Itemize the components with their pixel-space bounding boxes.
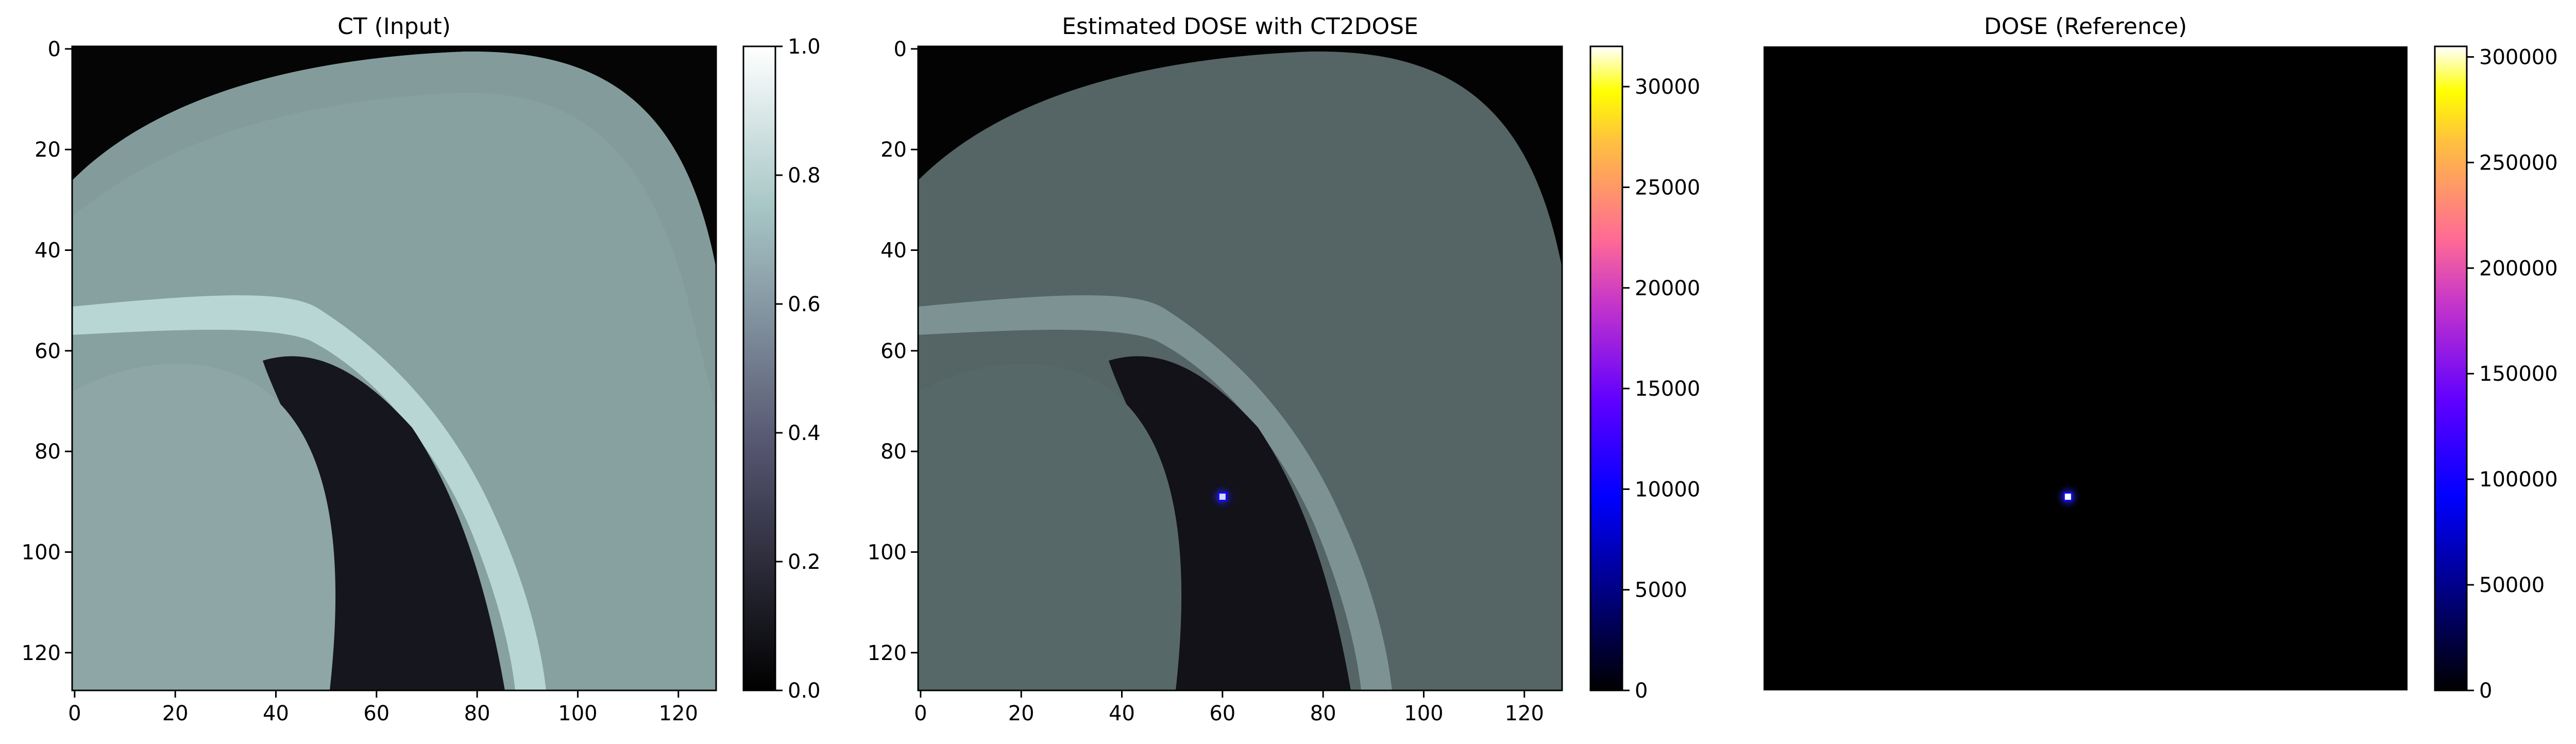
y-tick-label: 0 bbox=[48, 38, 61, 61]
axis-ticks-1: 0 20 40 60 80 100 120 0 20 40 60 80 100 120 bbox=[22, 38, 698, 725]
colorbar-1 bbox=[743, 46, 775, 690]
x-tick-label: 120 bbox=[659, 702, 698, 725]
colorbar-tick-label: 100000 bbox=[2479, 468, 2558, 492]
dose-hotspot-reference bbox=[2054, 483, 2081, 511]
axes-frame-2 bbox=[917, 45, 1563, 691]
colorbar-tick-label: 20000 bbox=[1635, 277, 1700, 300]
x-tick-label: 60 bbox=[363, 702, 389, 725]
colorbar-tick-label: 200000 bbox=[2479, 257, 2558, 280]
x-tick-label: 80 bbox=[1310, 702, 1336, 725]
panel-2-title: Estimated DOSE with CT2DOSE bbox=[1062, 13, 1418, 40]
colorbar-tick-label: 1.0 bbox=[788, 35, 821, 59]
colorbar-1-frame bbox=[742, 45, 776, 691]
axis-ticks-2: 0 20 40 60 80 100 120 0 20 40 60 80 100 120 bbox=[868, 38, 1544, 725]
colorbar-2-frame bbox=[1589, 45, 1623, 691]
colorbar-tick-label: 15000 bbox=[1635, 377, 1700, 401]
dose-hotspot-estimated bbox=[1209, 483, 1236, 511]
x-tick-label: 120 bbox=[1505, 702, 1544, 725]
panel-1-title: CT (Input) bbox=[337, 13, 451, 40]
x-tick-label: 0 bbox=[914, 702, 927, 725]
x-tick-label: 100 bbox=[1404, 702, 1443, 725]
x-tick-label: 60 bbox=[1209, 702, 1235, 725]
y-tick-label: 20 bbox=[35, 138, 61, 162]
colorbar-tick-label: 0 bbox=[1635, 679, 1648, 703]
colorbar-3-ticks: 0 50000 100000 150000 200000 250000 300000 bbox=[2467, 45, 2558, 703]
colorbar-3-frame bbox=[2434, 45, 2468, 691]
colorbar-tick-label: 25000 bbox=[1635, 176, 1700, 199]
colorbar-tick-label: 0 bbox=[2479, 679, 2492, 703]
panel-estimated-dose: Estimated DOSE with CT2DOSE 0 20 40 60 80 100… bbox=[868, 13, 1701, 725]
colorbar-tick-label: 0.6 bbox=[788, 293, 821, 316]
y-tick-label: 100 bbox=[22, 540, 61, 564]
panel-3-title: DOSE (Reference) bbox=[1984, 13, 2187, 40]
colorbar-tick-label: 0.8 bbox=[788, 164, 821, 188]
estimated-dose-image bbox=[918, 46, 1562, 690]
y-tick-label: 100 bbox=[868, 540, 907, 564]
y-tick-label: 0 bbox=[894, 38, 907, 61]
x-tick-label: 100 bbox=[558, 702, 597, 725]
ct-image bbox=[72, 46, 716, 690]
x-tick-label: 20 bbox=[162, 702, 189, 725]
colorbar-tick-label: 0.0 bbox=[788, 679, 821, 703]
colorbar-tick-label: 150000 bbox=[2479, 362, 2558, 386]
axes-frame-1 bbox=[71, 45, 717, 691]
y-tick-label: 60 bbox=[880, 340, 907, 363]
colorbar-tick-label: 0.2 bbox=[788, 550, 821, 574]
colorbar-2 bbox=[1590, 46, 1622, 690]
hotspot-center bbox=[1219, 494, 1226, 500]
colorbar-2-ticks: 0 5000 10000 15000 20000 25000 30000 bbox=[1622, 75, 1700, 703]
y-tick-label: 40 bbox=[35, 239, 61, 263]
y-tick-label: 80 bbox=[880, 440, 907, 464]
y-tick-label: 120 bbox=[22, 641, 61, 665]
colorbar-tick-label: 300000 bbox=[2479, 45, 2558, 69]
colorbar-tick-label: 10000 bbox=[1635, 478, 1700, 501]
x-tick-label: 80 bbox=[464, 702, 490, 725]
x-tick-label: 40 bbox=[1109, 702, 1135, 725]
panel-ct-input: CT (Input) 0 20 40 60 80 100 120 0 20 40 60 80 100 12… bbox=[22, 13, 821, 725]
y-tick-label: 20 bbox=[880, 138, 907, 162]
colorbar-tick-label: 50000 bbox=[2479, 573, 2545, 597]
y-tick-label: 80 bbox=[35, 440, 61, 464]
colorbar-tick-label: 5000 bbox=[1635, 579, 1687, 602]
colorbar-tick-label: 30000 bbox=[1635, 75, 1700, 99]
hotspot-center bbox=[2064, 494, 2071, 500]
x-tick-label: 40 bbox=[263, 702, 289, 725]
colorbar-1-ticks: 0.0 0.2 0.4 0.6 0.8 1.0 bbox=[775, 35, 821, 703]
y-tick-label: 40 bbox=[880, 239, 907, 263]
colorbar-tick-label: 0.4 bbox=[788, 421, 821, 445]
y-tick-label: 120 bbox=[868, 641, 907, 665]
reference-dose-image bbox=[1764, 46, 2408, 690]
x-tick-label: 0 bbox=[68, 702, 81, 725]
y-tick-label: 60 bbox=[35, 340, 61, 363]
colorbar-3 bbox=[2435, 46, 2467, 690]
panel-dose-reference: DOSE (Reference) 0 50000 100000 150000 20000… bbox=[1764, 13, 2558, 703]
colorbar-tick-label: 250000 bbox=[2479, 151, 2558, 175]
x-tick-label: 20 bbox=[1008, 702, 1035, 725]
